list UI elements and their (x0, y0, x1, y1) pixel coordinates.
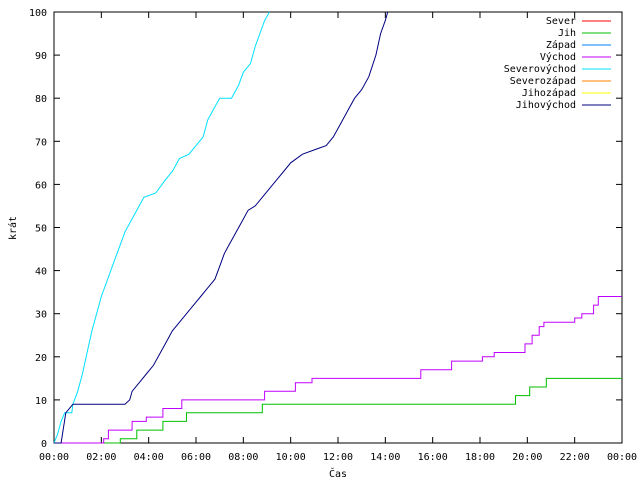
axis-ticks: 0 10 20 30 40 50 60 70 80 90 100 00:00 02:00 04:00 06:… (29, 8, 637, 463)
legend-label: Severozápad (510, 75, 576, 87)
x-tick-label: 18:00 (465, 452, 495, 463)
y-axis-label: krát (7, 216, 19, 240)
x-tick-label: 10:00 (276, 452, 306, 463)
x-axis-label: Čas (329, 467, 347, 480)
series-line (54, 296, 622, 444)
series-group (53, 11, 622, 444)
series-line (53, 11, 270, 444)
x-tick-label: 06:00 (181, 452, 211, 463)
y-tick-label: 0 (41, 439, 47, 450)
y-tick-label: 20 (35, 353, 47, 364)
legend-label: Jihozápad (522, 87, 576, 99)
series-line (54, 377, 622, 444)
legend-label: Sever (546, 16, 576, 27)
y-tick-label: 10 (35, 396, 47, 407)
legend-label: Severovýchod (504, 63, 576, 75)
x-tick-label: 04:00 (134, 452, 164, 463)
x-tick-label: 08:00 (228, 452, 258, 463)
x-tick-label: 02:00 (86, 452, 116, 463)
y-tick-label: 30 (35, 310, 47, 321)
y-tick-label: 60 (35, 180, 47, 191)
x-tick-label: 14:00 (370, 452, 400, 463)
legend-label: Východ (540, 51, 576, 63)
x-tick-label: 20:00 (512, 452, 542, 463)
series-line (54, 11, 389, 444)
legend: SeverJihZápadVýchodSeverovýchodSeverozáp… (504, 16, 611, 111)
x-tick-label: 00:00 (607, 452, 637, 463)
x-tick-label: 00:00 (39, 452, 69, 463)
y-tick-label: 70 (35, 137, 47, 148)
y-tick-label: 80 (35, 94, 47, 105)
legend-label: Západ (546, 39, 576, 51)
legend-label: Jihovýchod (516, 99, 576, 111)
y-tick-label: 40 (35, 267, 47, 278)
legend-label: Jih (558, 28, 576, 39)
x-tick-label: 22:00 (560, 452, 590, 463)
y-tick-label: 100 (29, 8, 47, 19)
x-tick-label: 16:00 (418, 452, 448, 463)
y-tick-label: 90 (35, 51, 47, 62)
y-tick-label: 50 (35, 224, 47, 235)
x-tick-label: 12:00 (323, 452, 353, 463)
